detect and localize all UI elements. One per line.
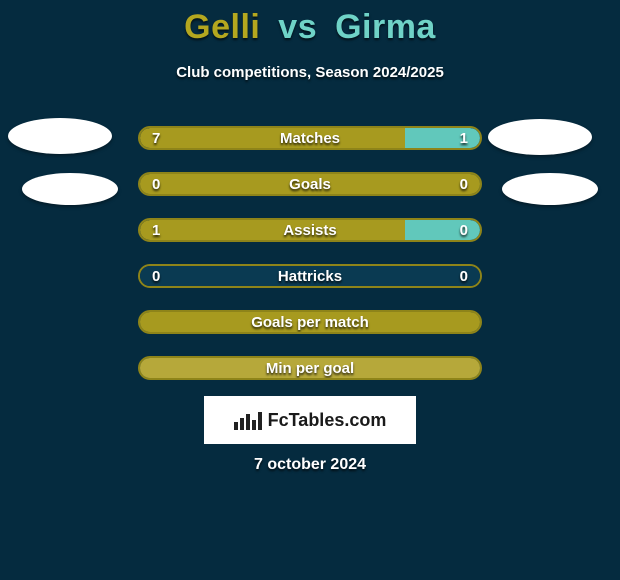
stat-right-value: 0 <box>448 174 480 194</box>
subtitle: Club competitions, Season 2024/2025 <box>0 64 620 81</box>
stat-row: Goals per match <box>138 310 482 334</box>
stat-left-value: 7 <box>140 128 172 148</box>
stat-row: 71Matches <box>138 126 482 150</box>
player1-avatar-disc-top <box>8 118 112 154</box>
player1-avatar-disc-bottom <box>22 173 118 205</box>
stat-row: 00Goals <box>138 172 482 196</box>
stat-left-value: 0 <box>140 174 172 194</box>
brand-text: FcTables.com <box>268 410 387 431</box>
stat-left-value: 0 <box>140 266 172 286</box>
comparison-infographic: Gelli vs Girma Club competitions, Season… <box>0 0 620 580</box>
stat-row: Min per goal <box>138 356 482 380</box>
stat-right-value: 0 <box>448 266 480 286</box>
vs-text: vs <box>278 8 317 46</box>
brand-bars-icon <box>234 410 262 430</box>
stat-row: 00Hattricks <box>138 264 482 288</box>
player2-avatar-disc-bottom <box>502 173 598 205</box>
stat-left-value: 1 <box>140 220 172 240</box>
stat-right-value: 0 <box>448 220 480 240</box>
player1-name: Gelli <box>184 8 260 46</box>
brand-badge: FcTables.com <box>204 396 416 444</box>
page-title: Gelli vs Girma <box>0 8 620 47</box>
player2-name: Girma <box>335 8 436 46</box>
stat-row: 10Assists <box>138 218 482 242</box>
footer-date: 7 october 2024 <box>0 456 620 474</box>
player2-avatar-disc-top <box>488 119 592 155</box>
stat-right-value: 1 <box>448 128 480 148</box>
